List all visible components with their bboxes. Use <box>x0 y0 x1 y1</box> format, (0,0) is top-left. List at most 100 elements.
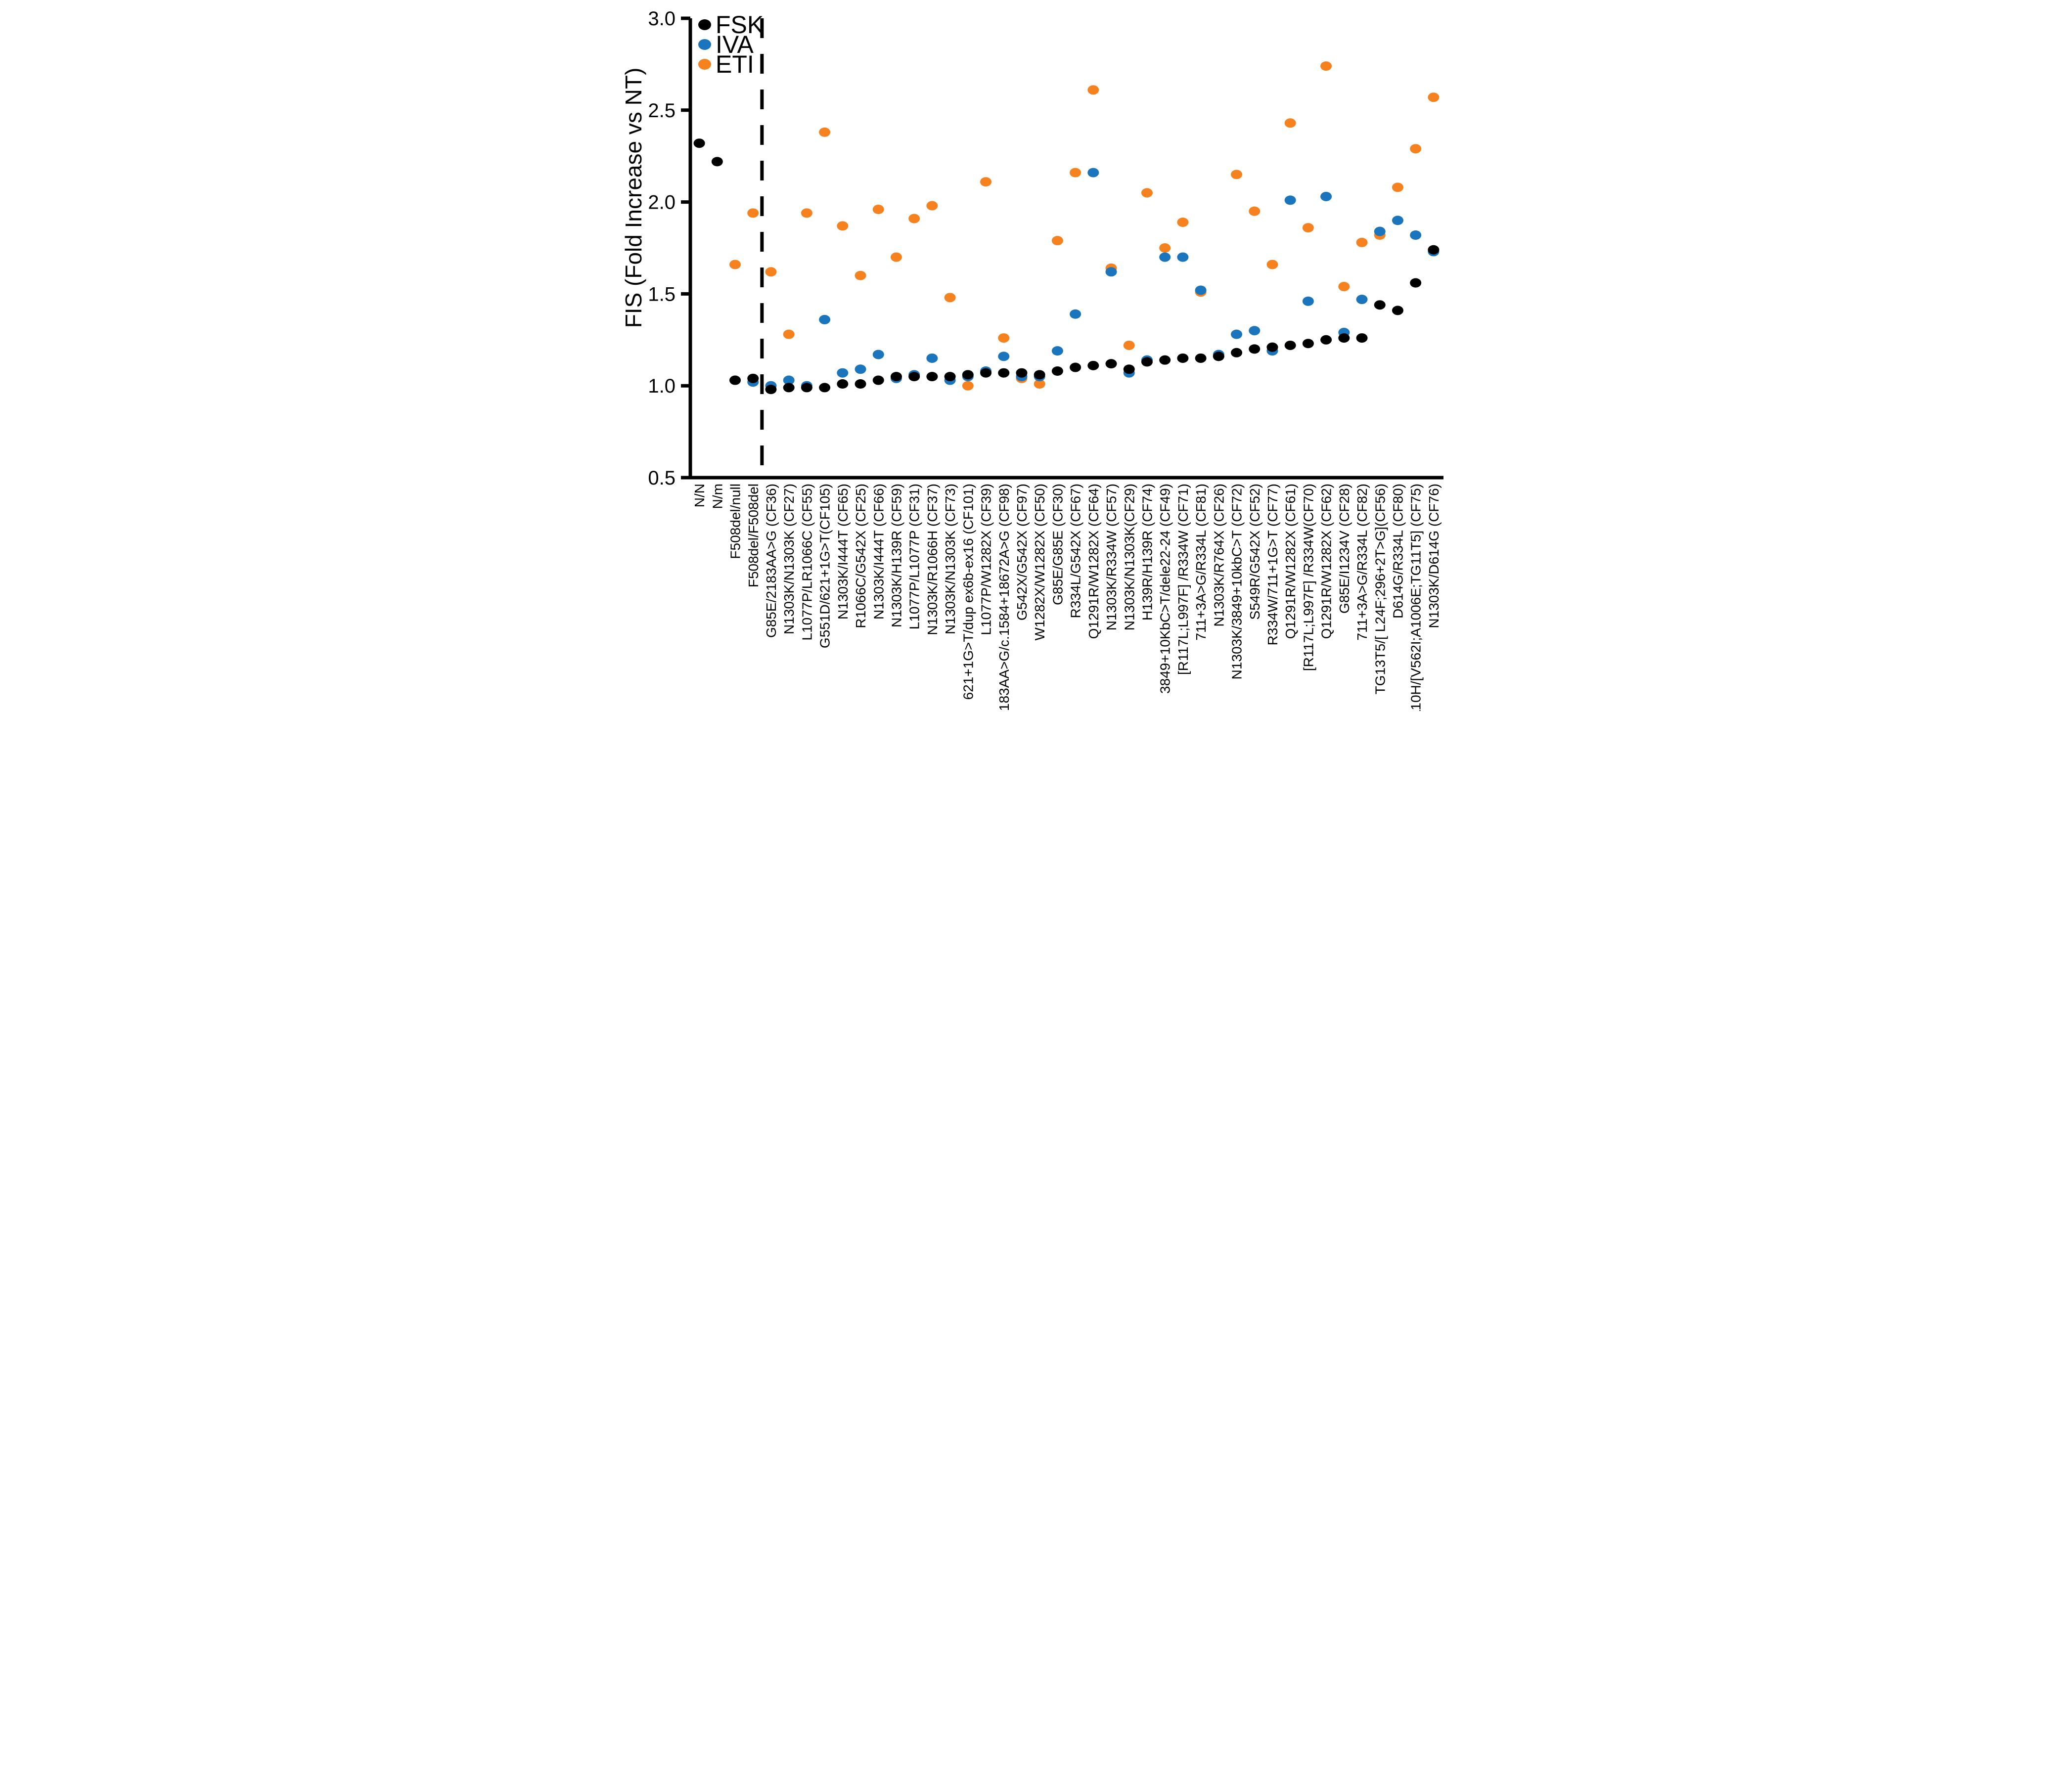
data-point-fsk <box>1284 340 1296 350</box>
x-tick-label: 711+3A>G/R334L (CF81) <box>1193 484 1209 641</box>
data-point-fsk <box>1141 357 1153 367</box>
y-tick-label: 1.0 <box>648 375 676 397</box>
legend-marker-iva <box>698 39 711 50</box>
x-tick-label: L1077P/L1077P (CF31) <box>907 484 922 629</box>
data-point-fsk <box>1123 364 1135 374</box>
y-tick-label: 3.0 <box>648 8 676 30</box>
data-point-iva <box>1070 309 1081 319</box>
x-tick-label: N/m <box>710 484 725 509</box>
data-point-eti <box>872 204 884 214</box>
data-point-fsk <box>1410 278 1422 288</box>
data-point-fsk <box>1070 362 1081 372</box>
data-point-iva <box>819 314 831 324</box>
data-point-fsk <box>998 368 1010 378</box>
data-point-iva <box>1159 252 1171 262</box>
x-tick-label: Q1291R/W1282X (CF64) <box>1086 484 1101 639</box>
data-point-fsk <box>747 373 759 383</box>
data-point-fsk <box>1338 333 1350 343</box>
data-point-iva <box>1320 191 1332 201</box>
data-point-eti <box>801 208 812 218</box>
data-point-eti <box>1249 206 1261 216</box>
legend-label-fsk: FSK <box>716 11 764 39</box>
x-tick-label: H139R/H139R (CF74) <box>1139 484 1155 621</box>
x-tick-label: 711+3A>G/R334L (CF82) <box>1354 484 1370 641</box>
data-point-fsk <box>711 157 723 167</box>
data-point-fsk <box>1105 359 1117 369</box>
x-tick-label: D614G/R334L (CF80) <box>1390 484 1405 619</box>
data-point-eti <box>747 208 759 218</box>
data-point-fsk <box>1320 335 1332 345</box>
x-tick-label: L1077P/W1282X (CF39) <box>979 484 994 635</box>
data-point-fsk <box>1266 342 1278 352</box>
x-tick-label: Q1291R/W1282X (CF62) <box>1319 484 1334 639</box>
data-point-eti <box>1392 182 1403 192</box>
x-tick-label: N1303K/N1303K(CF29) <box>1122 484 1137 630</box>
plot-background <box>622 0 1450 711</box>
data-point-fsk <box>926 372 938 382</box>
x-tick-label: Q1291R/W1282X (CF61) <box>1283 484 1298 639</box>
data-point-fsk <box>729 375 741 385</box>
data-point-fsk <box>1016 368 1028 378</box>
data-point-eti <box>944 293 956 303</box>
legend-marker-eti <box>698 59 711 70</box>
x-tick-label: F508del/null <box>728 484 743 559</box>
legend-label-iva: IVA <box>716 31 754 58</box>
data-point-fsk <box>1213 352 1224 361</box>
x-tick-label: 2183AA>G/c.1584+18672A>G (CF98) <box>996 484 1012 711</box>
x-tick-label: R1066C/G542X (CF25) <box>853 484 868 628</box>
data-point-fsk <box>908 372 920 382</box>
x-tick-label: W1282X/W1282X (CF50) <box>1032 484 1047 640</box>
y-tick-label: 2.5 <box>648 100 676 122</box>
x-tick-label: N1303K/3849+10kbC>T (CF72) <box>1229 484 1245 679</box>
x-tick-label: [R117L;L997F] /R334W (CF71) <box>1175 484 1191 675</box>
data-point-iva <box>783 375 795 385</box>
data-point-fsk <box>1392 306 1403 315</box>
data-point-eti <box>1034 379 1045 389</box>
data-point-eti <box>980 177 992 187</box>
legend-marker-fsk <box>698 19 711 30</box>
data-point-fsk <box>693 138 705 148</box>
data-point-iva <box>1087 168 1099 178</box>
data-point-iva <box>1302 296 1314 306</box>
data-point-eti <box>1070 168 1081 178</box>
data-point-fsk <box>1249 344 1261 354</box>
x-tick-label: N1303K/D614G (CF76) <box>1426 484 1441 628</box>
scatter-chart: 0.5 1.0 1.5 2.0 2.5 3.0 FIS (Fold Increase vs … <box>621 0 1450 727</box>
figure-container: 0.5 1.0 1.5 2.0 2.5 3.0 FIS (Fold Increase vs … <box>621 0 1450 727</box>
data-point-iva <box>1410 230 1422 240</box>
data-point-eti <box>1320 61 1332 71</box>
data-point-fsk <box>980 368 992 378</box>
data-point-eti <box>1356 237 1368 247</box>
data-point-eti <box>1177 217 1189 227</box>
data-point-fsk <box>801 383 812 393</box>
data-point-fsk <box>765 385 777 395</box>
data-point-fsk <box>1195 353 1207 363</box>
data-point-eti <box>1087 85 1099 95</box>
x-tick-label: G551D/621+1G>T(CF105) <box>817 484 833 648</box>
x-tick-label: S549R/G542X (CF52) <box>1247 484 1262 620</box>
x-tick-label: N1303K/R1066H (CF37) <box>925 484 940 635</box>
x-tick-label: G85E/G85E (CF30) <box>1050 484 1065 605</box>
x-tick-label: F508del/F508del <box>746 484 761 587</box>
data-point-eti <box>729 260 741 269</box>
data-point-eti <box>1410 144 1422 154</box>
data-point-fsk <box>1034 370 1045 380</box>
y-tick-label: 1.5 <box>648 283 676 305</box>
data-point-fsk <box>944 372 956 382</box>
x-tick-label: N/N <box>692 484 707 507</box>
data-point-iva <box>1177 252 1189 262</box>
x-tick-label: N1303K/N1303K (CF27) <box>781 484 797 634</box>
legend-label-eti: ETI <box>716 50 754 78</box>
x-tick-label: R334W/711+1G>T (CF77) <box>1265 484 1280 645</box>
data-point-eti <box>1266 260 1278 269</box>
data-point-eti <box>1284 118 1296 128</box>
y-axis-label: FIS (Fold Increase vs NT) <box>622 68 646 328</box>
data-point-fsk <box>1177 353 1189 363</box>
data-point-eti <box>1141 188 1153 198</box>
data-point-eti <box>837 221 849 231</box>
data-point-fsk <box>1374 300 1386 310</box>
data-point-fsk <box>890 372 902 382</box>
x-tick-label: G542X/G542X (CF97) <box>1014 484 1030 621</box>
data-point-eti <box>819 127 831 137</box>
data-point-eti <box>765 267 777 277</box>
